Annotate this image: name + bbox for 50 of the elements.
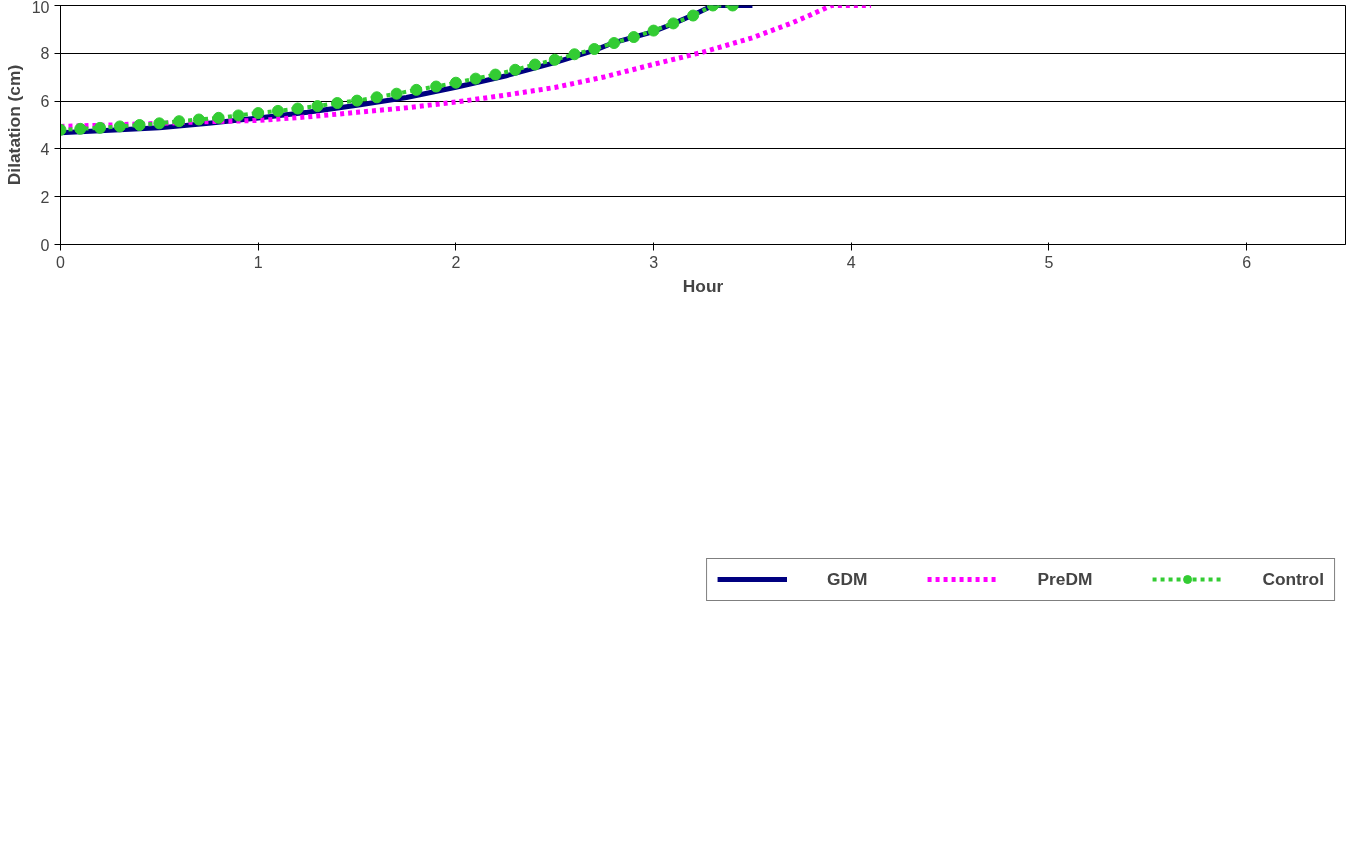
- point: [588, 43, 601, 55]
- point: [133, 119, 146, 131]
- x-tick-label: 5: [1044, 253, 1054, 271]
- point: [608, 37, 621, 50]
- y-tick-label: 4: [40, 140, 50, 158]
- y-tick-label: 10: [31, 0, 50, 16]
- point: [667, 17, 680, 30]
- point: [271, 104, 284, 117]
- point: [153, 117, 166, 130]
- point: [192, 113, 205, 126]
- x-axis-title: Hour: [682, 275, 724, 296]
- x-tick-label: 3: [649, 253, 659, 271]
- point: [331, 97, 344, 109]
- point: [212, 111, 225, 124]
- point: [173, 115, 186, 128]
- point: [430, 80, 443, 93]
- point: [113, 120, 126, 133]
- point: [291, 102, 304, 115]
- y-tick-label: 0: [40, 236, 50, 254]
- point: [469, 72, 482, 85]
- point: [548, 53, 561, 66]
- y-tick-label: 2: [40, 188, 50, 206]
- legend-label: PreDM: [1037, 568, 1093, 590]
- point: [568, 48, 581, 61]
- point: [410, 83, 423, 96]
- legend-label: GDM: [827, 568, 868, 590]
- point: [232, 109, 245, 122]
- y-tick-label: 8: [40, 45, 50, 63]
- x-tick-label: 1: [253, 253, 263, 271]
- y-tick-label: 6: [40, 93, 50, 111]
- point: [94, 121, 107, 134]
- point: [627, 31, 640, 44]
- point: [489, 68, 502, 81]
- point: [509, 63, 522, 76]
- legend-label: Control: [1262, 568, 1324, 590]
- point: [252, 107, 265, 120]
- point: [311, 100, 324, 113]
- point: [74, 122, 87, 135]
- x-tick-label: 4: [846, 253, 856, 271]
- point: [647, 24, 660, 37]
- y-axis-title: Dilatation (cm): [3, 64, 24, 186]
- point: [370, 91, 383, 104]
- x-tick-label: 6: [1242, 253, 1252, 271]
- x-tick-label: 2: [451, 253, 461, 271]
- point: [528, 58, 541, 71]
- point: [449, 76, 462, 89]
- point: [687, 9, 700, 22]
- point: [351, 94, 364, 107]
- point: [390, 87, 403, 100]
- x-tick-label: 0: [56, 253, 66, 271]
